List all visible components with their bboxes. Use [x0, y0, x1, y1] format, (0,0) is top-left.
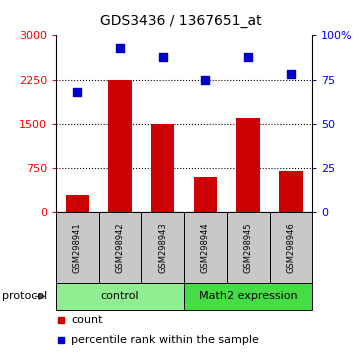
Bar	[227, 212, 270, 283]
Bar	[99, 212, 142, 283]
Bar	[270, 212, 312, 283]
Text: GSM298945: GSM298945	[244, 222, 253, 273]
Bar	[184, 283, 312, 310]
Text: Math2 expression: Math2 expression	[199, 291, 297, 302]
Text: GSM298946: GSM298946	[286, 222, 295, 273]
Bar	[184, 212, 227, 283]
Bar	[279, 171, 303, 212]
Text: count: count	[71, 315, 103, 325]
Bar	[108, 80, 132, 212]
Text: GSM298944: GSM298944	[201, 222, 210, 273]
Text: GSM298942: GSM298942	[116, 222, 125, 273]
Text: control: control	[101, 291, 139, 302]
Bar	[142, 212, 184, 283]
Point	[74, 89, 80, 95]
Point	[117, 45, 123, 51]
Text: GSM298943: GSM298943	[158, 222, 167, 273]
Text: percentile rank within the sample: percentile rank within the sample	[71, 335, 259, 345]
Bar	[194, 177, 217, 212]
Point	[288, 72, 294, 77]
Point	[203, 77, 208, 82]
Text: GSM298941: GSM298941	[73, 222, 82, 273]
Point	[245, 54, 251, 59]
Bar	[151, 124, 174, 212]
Text: protocol: protocol	[2, 291, 47, 302]
Bar	[236, 118, 260, 212]
Point	[160, 54, 166, 59]
Bar	[66, 195, 89, 212]
Text: GDS3436 / 1367651_at: GDS3436 / 1367651_at	[100, 14, 261, 28]
Bar	[56, 212, 99, 283]
Bar	[56, 283, 184, 310]
